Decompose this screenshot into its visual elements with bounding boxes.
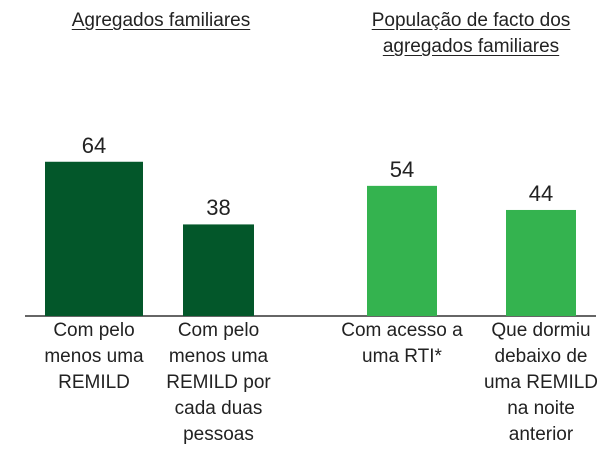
value-label: 64 [81,132,107,158]
value-label: 54 [389,156,415,182]
bar [183,224,254,316]
group-title: População de facto dos agregados familia… [371,10,571,57]
category-label: Que dormiu debaixo de uma REMILD na noit… [483,320,599,445]
group-title: Agregados familiares [71,10,251,31]
bar [506,209,576,316]
category-label: Com acesso a uma RTI* [341,320,463,367]
value-label: 38 [206,195,231,221]
category-label: Com pelo menos uma REMILD por cada duas … [166,320,271,445]
value-label: 44 [528,180,554,206]
bar [45,161,143,316]
category-label: Com pelo menos uma REMILD [44,320,144,393]
bar [367,185,437,316]
